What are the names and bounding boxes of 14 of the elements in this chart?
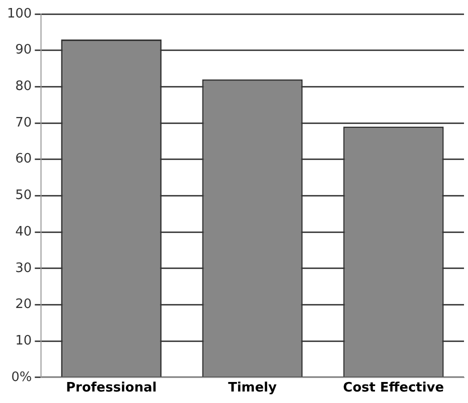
y-tick-label: 100 bbox=[6, 6, 32, 22]
x-tick-label: Timely bbox=[228, 380, 278, 396]
y-tick-label: 40 bbox=[15, 224, 32, 240]
y-tick-label: 10 bbox=[15, 333, 32, 348]
y-tick-label: 20 bbox=[15, 297, 32, 312]
y-tick-label: 80 bbox=[15, 79, 32, 94]
y-tick-label: 50 bbox=[15, 188, 32, 204]
y-tick-label: 90 bbox=[15, 42, 32, 58]
y-tick-label: 30 bbox=[15, 260, 32, 276]
x-tick-label: Cost Effective bbox=[343, 380, 444, 396]
y-tick-label: 70 bbox=[15, 115, 32, 130]
x-tick-label: Professional bbox=[66, 380, 157, 396]
y-tick-label: 60 bbox=[15, 152, 32, 167]
y-tick-label: 0% bbox=[11, 370, 32, 385]
